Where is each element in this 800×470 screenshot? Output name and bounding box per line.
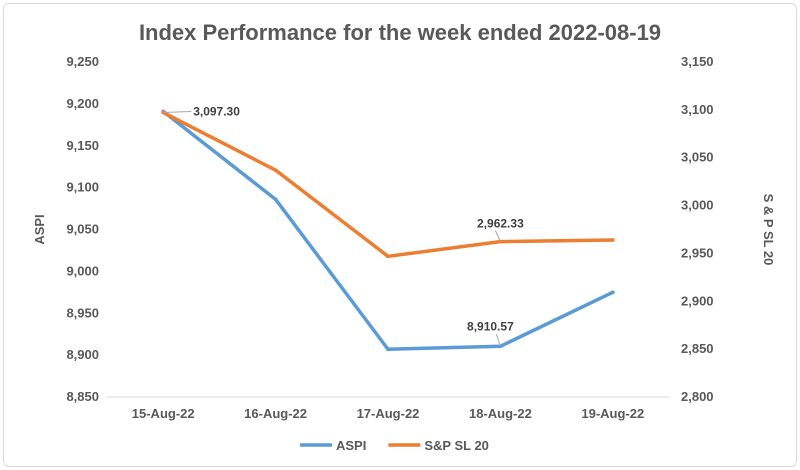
right-tick-label: 2,900 [681, 293, 714, 308]
chart-frame: Index Performance for the week ended 202… [3, 3, 797, 467]
data-point [611, 290, 615, 295]
left-tick-label: 8,900 [66, 347, 99, 362]
data-label-leader [495, 334, 501, 347]
right-tick-label: 2,950 [681, 245, 714, 260]
chart-title: Index Performance for the week ended 202… [139, 20, 661, 45]
left-tick-label: 8,850 [66, 389, 99, 404]
line-chart: Index Performance for the week ended 202… [32, 20, 776, 453]
left-tick-label: 9,250 [66, 54, 99, 69]
data-label: 3,097.30 [193, 104, 240, 118]
data-point [611, 238, 615, 242]
left-axis-ticks: 8,850 8,900 8,950 9,000 9,050 9,100 9,150 9,200… [66, 54, 99, 404]
data-point [273, 168, 278, 172]
right-axis-title: S & P SL 20 [761, 194, 776, 266]
x-tick-label: 15-Aug-22 [132, 406, 195, 421]
left-tick-label: 9,200 [66, 96, 99, 111]
right-tick-label: 3,000 [681, 198, 714, 213]
left-tick-label: 9,050 [66, 222, 99, 237]
right-axis-ticks: 2,800 2,850 2,900 2,950 3,000 3,050 3,100 3,150 [681, 54, 714, 404]
x-tick-label: 17-Aug-22 [357, 406, 420, 421]
left-tick-label: 9,000 [66, 263, 99, 278]
left-tick-label: 9,100 [66, 180, 99, 195]
right-tick-label: 3,100 [681, 102, 714, 117]
data-point [386, 347, 390, 352]
x-axis-ticks: 15-Aug-22 16-Aug-22 17-Aug-22 18-Aug-22 19-A… [132, 406, 644, 421]
data-label-leader [494, 230, 501, 242]
data-label: 2,962.33 [477, 217, 524, 231]
right-tick-label: 2,850 [681, 341, 714, 356]
data-point [273, 197, 278, 202]
data-label-leader [163, 110, 192, 113]
legend: ASPI S&P SL 20 [300, 438, 489, 453]
data-point [498, 239, 503, 244]
data-label: 8,910.57 [467, 319, 514, 333]
x-tick-label: 18-Aug-22 [469, 406, 532, 421]
right-tick-label: 2,800 [681, 389, 714, 404]
x-tick-label: 16-Aug-22 [244, 406, 307, 421]
right-tick-label: 3,150 [681, 54, 714, 69]
legend-label: S&P SL 20 [424, 438, 489, 453]
left-tick-label: 8,950 [66, 305, 99, 320]
left-axis-title: ASPI [32, 214, 47, 244]
data-point [386, 254, 390, 259]
right-tick-label: 3,050 [681, 150, 714, 165]
data-point [498, 344, 503, 349]
x-tick-label: 19-Aug-22 [581, 406, 644, 421]
series-lines [161, 109, 615, 352]
series-line-s-p-sl-20 [161, 110, 615, 259]
data-labels: 8,910.57 3,097.30 2,962.33 [163, 104, 524, 347]
legend-label: ASPI [336, 438, 366, 453]
left-tick-label: 9,150 [66, 138, 99, 153]
